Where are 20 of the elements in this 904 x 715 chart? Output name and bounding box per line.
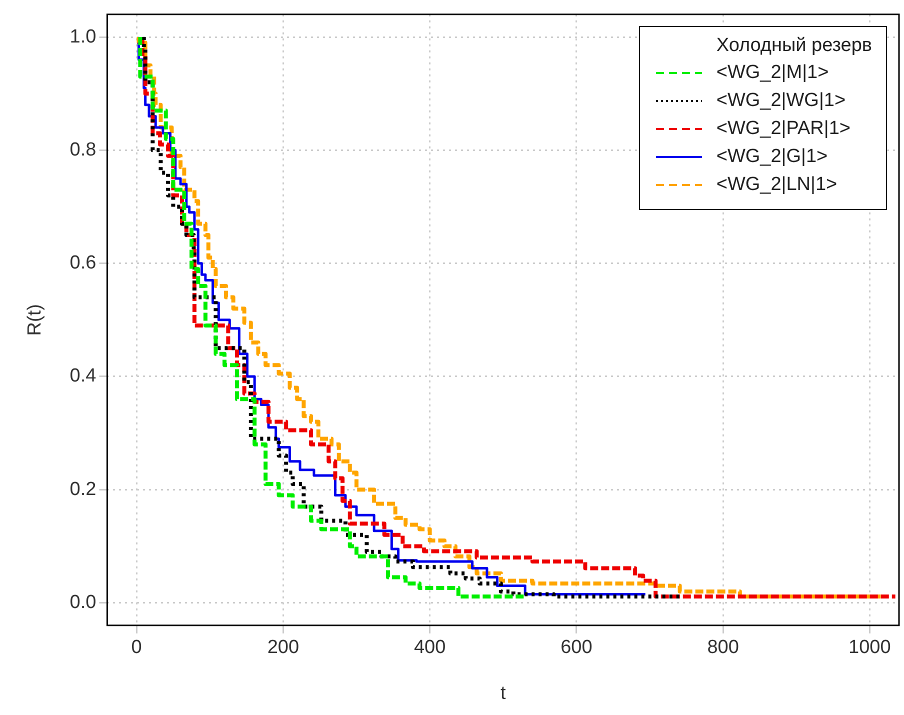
y-tick-label: 0.8 <box>70 139 96 160</box>
x-tick-label: 1000 <box>848 637 891 658</box>
x-tick-label: 600 <box>560 637 592 658</box>
x-tick-label: 0 <box>131 637 142 658</box>
legend-label: <WG_2|G|1> <box>716 146 828 168</box>
y-tick-label: 0.0 <box>70 592 96 614</box>
legend-label: <WG_2|LN|1> <box>716 174 838 196</box>
y-tick-label: 0.2 <box>70 478 96 500</box>
y-tick-label: 1.0 <box>70 26 96 48</box>
legend-label: <WG_2|M|1> <box>716 62 829 84</box>
x-axis-title: t <box>500 682 506 704</box>
y-tick-label: 0.6 <box>70 252 96 274</box>
legend-title: Холодный резерв <box>715 35 872 58</box>
y-axis-title: R(t) <box>24 304 46 336</box>
y-tick-label: 0.4 <box>70 366 97 387</box>
x-tick-label: 800 <box>707 637 739 658</box>
x-tick-label: 400 <box>414 637 446 658</box>
legend-label: <WG_2|WG|1> <box>716 90 846 112</box>
legend-label: <WG_2|PAR|1> <box>716 118 850 140</box>
x-tick-label: 200 <box>267 637 300 658</box>
